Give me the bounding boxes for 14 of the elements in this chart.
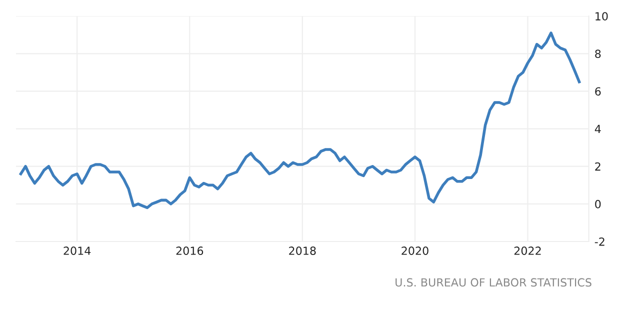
line-series — [19, 32, 581, 210]
x-tick-label: 2014 — [64, 246, 91, 255]
x-tick-label: 2020 — [402, 246, 428, 255]
x-tick-label: 2022 — [514, 246, 541, 255]
y-tick-label: 8 — [595, 50, 601, 58]
y-tick-label: -2 — [594, 237, 604, 246]
y-tick-label: 4 — [594, 124, 601, 134]
x-tick-label: 2018 — [289, 246, 316, 255]
x-tick-label: 2016 — [176, 246, 204, 255]
y-tick-label: 2 — [595, 162, 600, 171]
text: U.S. BUREAU OF LABOR STATISTICS — [396, 278, 592, 287]
y-tick-label: 6 — [595, 87, 601, 96]
y-tick-label: 10 — [596, 12, 608, 20]
y-tick-label: 0 — [595, 200, 601, 208]
